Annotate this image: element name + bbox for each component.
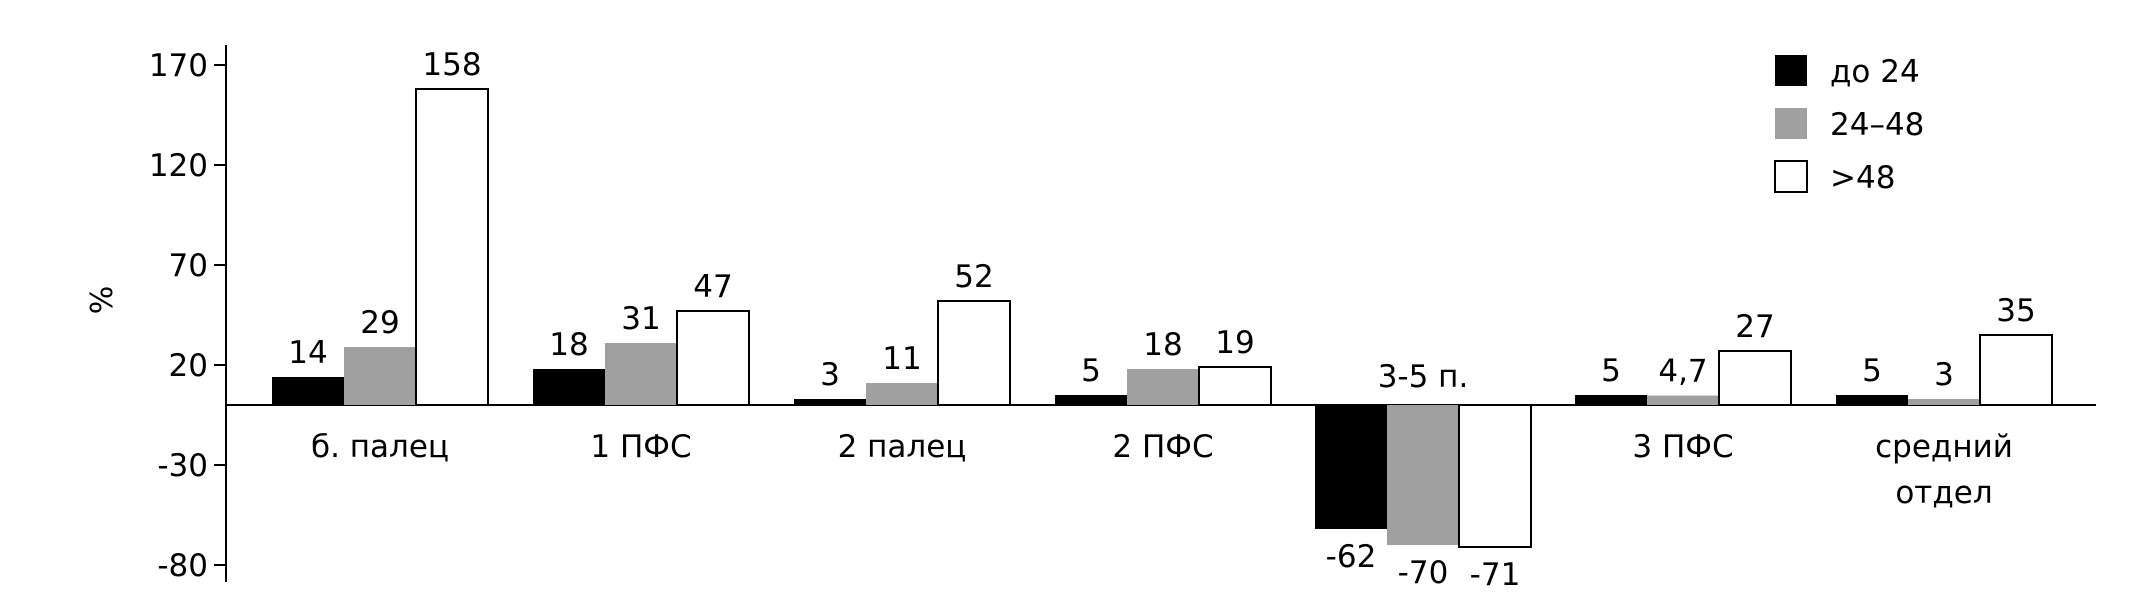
data-label: 35 [1996, 293, 2035, 329]
bar [1647, 395, 1719, 405]
data-label: 158 [422, 47, 481, 83]
data-label: 52 [954, 259, 993, 295]
data-label: 31 [621, 301, 660, 337]
legend-swatch [1775, 55, 1807, 86]
data-label: 27 [1735, 309, 1774, 345]
data-label: 18 [1143, 327, 1182, 363]
bar [794, 399, 866, 405]
legend-swatch [1774, 160, 1808, 193]
y-tick-label: 120 [149, 148, 208, 184]
bar [533, 369, 605, 405]
bar [1836, 395, 1908, 405]
data-label: 4,7 [1658, 354, 1707, 390]
category-label: средний [1875, 429, 2013, 465]
data-label: -71 [1470, 557, 1521, 593]
data-label: 18 [549, 327, 588, 363]
category-label: б. палец [311, 429, 449, 465]
category-label: 3-5 п. [1378, 359, 1469, 395]
bar [272, 377, 344, 405]
bar [676, 310, 750, 406]
bar [415, 88, 489, 406]
y-tick-label: 170 [149, 48, 208, 84]
data-label: 29 [360, 305, 399, 341]
bar [937, 300, 1011, 406]
bar [1718, 350, 1792, 406]
data-label: 5 [1862, 353, 1882, 389]
y-axis-label: % [85, 286, 120, 315]
y-tick-label: 70 [169, 248, 208, 284]
bar [1979, 334, 2053, 406]
data-label: 47 [693, 269, 732, 305]
category-label: 1 ПФС [590, 429, 691, 465]
data-label: 3 [820, 357, 840, 393]
category-label: 2 ПФС [1112, 429, 1213, 465]
data-label: 3 [1934, 357, 1954, 393]
bar [1127, 369, 1199, 405]
category-label: 3 ПФС [1632, 429, 1733, 465]
category-label: отдел [1895, 475, 1992, 511]
data-label: 14 [288, 335, 327, 371]
bar [1387, 405, 1459, 545]
bars [272, 88, 2053, 548]
legend-label: >48 [1830, 160, 1895, 196]
bar [1315, 405, 1387, 529]
bar [1055, 395, 1127, 405]
legend-swatch [1775, 108, 1807, 139]
legend: до 24 24–48 >48 [1774, 54, 1924, 196]
data-label: 19 [1215, 325, 1254, 361]
data-label: 5 [1601, 353, 1621, 389]
bar [605, 343, 677, 405]
bar [1198, 366, 1272, 406]
labels: 14 29 158 б. палец 18 31 47 1 ПФС 3 11 52 2 палец 5 1… [288, 47, 2035, 593]
category-label: 2 палец [838, 429, 967, 465]
data-label: -62 [1326, 539, 1377, 575]
bar [866, 383, 938, 405]
bar [344, 347, 416, 405]
bar [1575, 395, 1647, 405]
legend-label: 24–48 [1830, 107, 1924, 143]
data-label: 11 [882, 341, 921, 377]
data-label: 5 [1081, 353, 1101, 389]
y-tick-label: -30 [157, 448, 208, 484]
bar [1458, 404, 1532, 548]
legend-label: до 24 [1830, 54, 1920, 90]
data-label: -70 [1398, 555, 1449, 591]
y-tick-label: -80 [157, 548, 208, 584]
bar [1908, 399, 1980, 405]
y-tick-label: 20 [169, 348, 208, 384]
